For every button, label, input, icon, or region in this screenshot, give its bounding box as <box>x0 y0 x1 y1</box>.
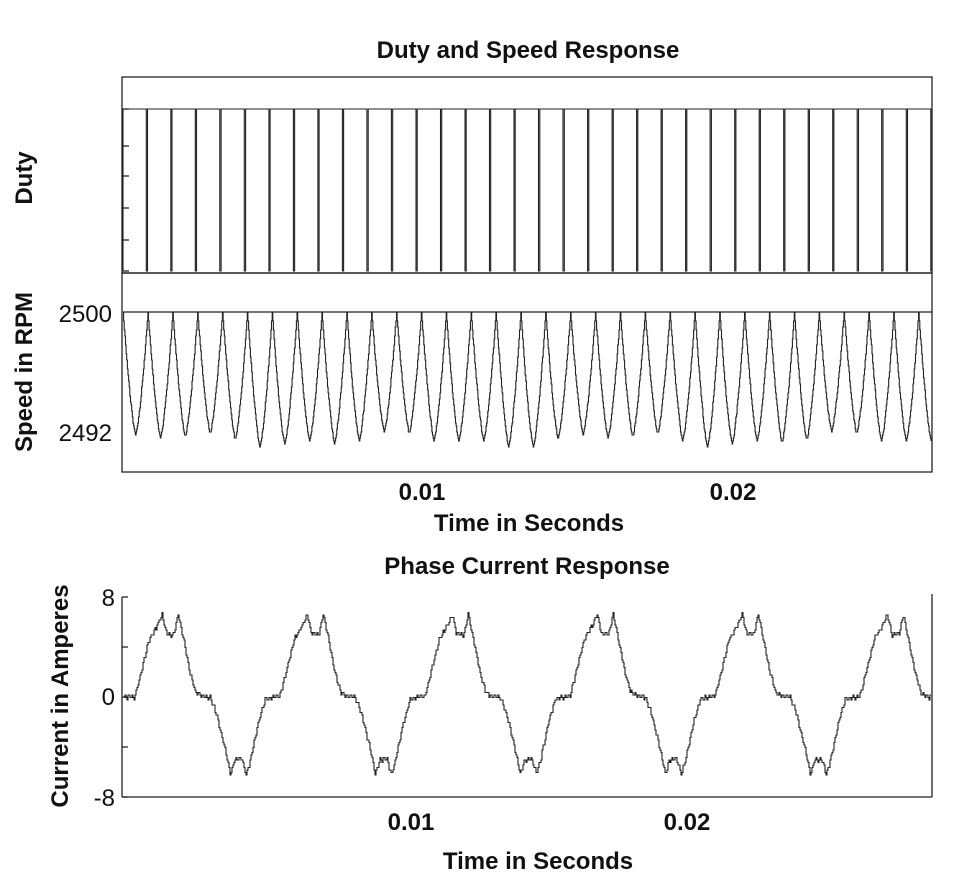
current-series-line <box>124 611 931 776</box>
top-xlabel: Time in Seconds <box>434 510 624 537</box>
bottom-xlabel: Time in Seconds <box>443 848 633 875</box>
chart-title-phase-current: Phase Current Response <box>384 553 669 580</box>
top-xtick-label: 0.01 <box>399 479 446 506</box>
speed-ytick-label: 2500 <box>59 301 112 328</box>
current-ytick-label: 0 <box>102 684 115 711</box>
current-ylabel: Current in Amperes <box>47 584 74 807</box>
current-ytick-label: -8 <box>94 785 115 812</box>
duty-panel-frame <box>121 76 933 274</box>
current-ytick-label: 8 <box>102 585 115 612</box>
duty-series-line <box>122 108 933 272</box>
speed-series-line <box>123 311 932 448</box>
speed-panel-frame <box>121 272 933 473</box>
speed-ylabel: Speed in RPM <box>11 292 38 452</box>
top-xtick-label: 0.02 <box>710 479 757 506</box>
speed-ytick-label: 2492 <box>59 420 112 447</box>
chart-title-duty-speed: Duty and Speed Response <box>377 37 680 64</box>
duty-ylabel: Duty <box>11 151 38 205</box>
bottom-xtick-label: 0.01 <box>388 809 435 836</box>
bottom-xtick-label: 0.02 <box>664 809 711 836</box>
